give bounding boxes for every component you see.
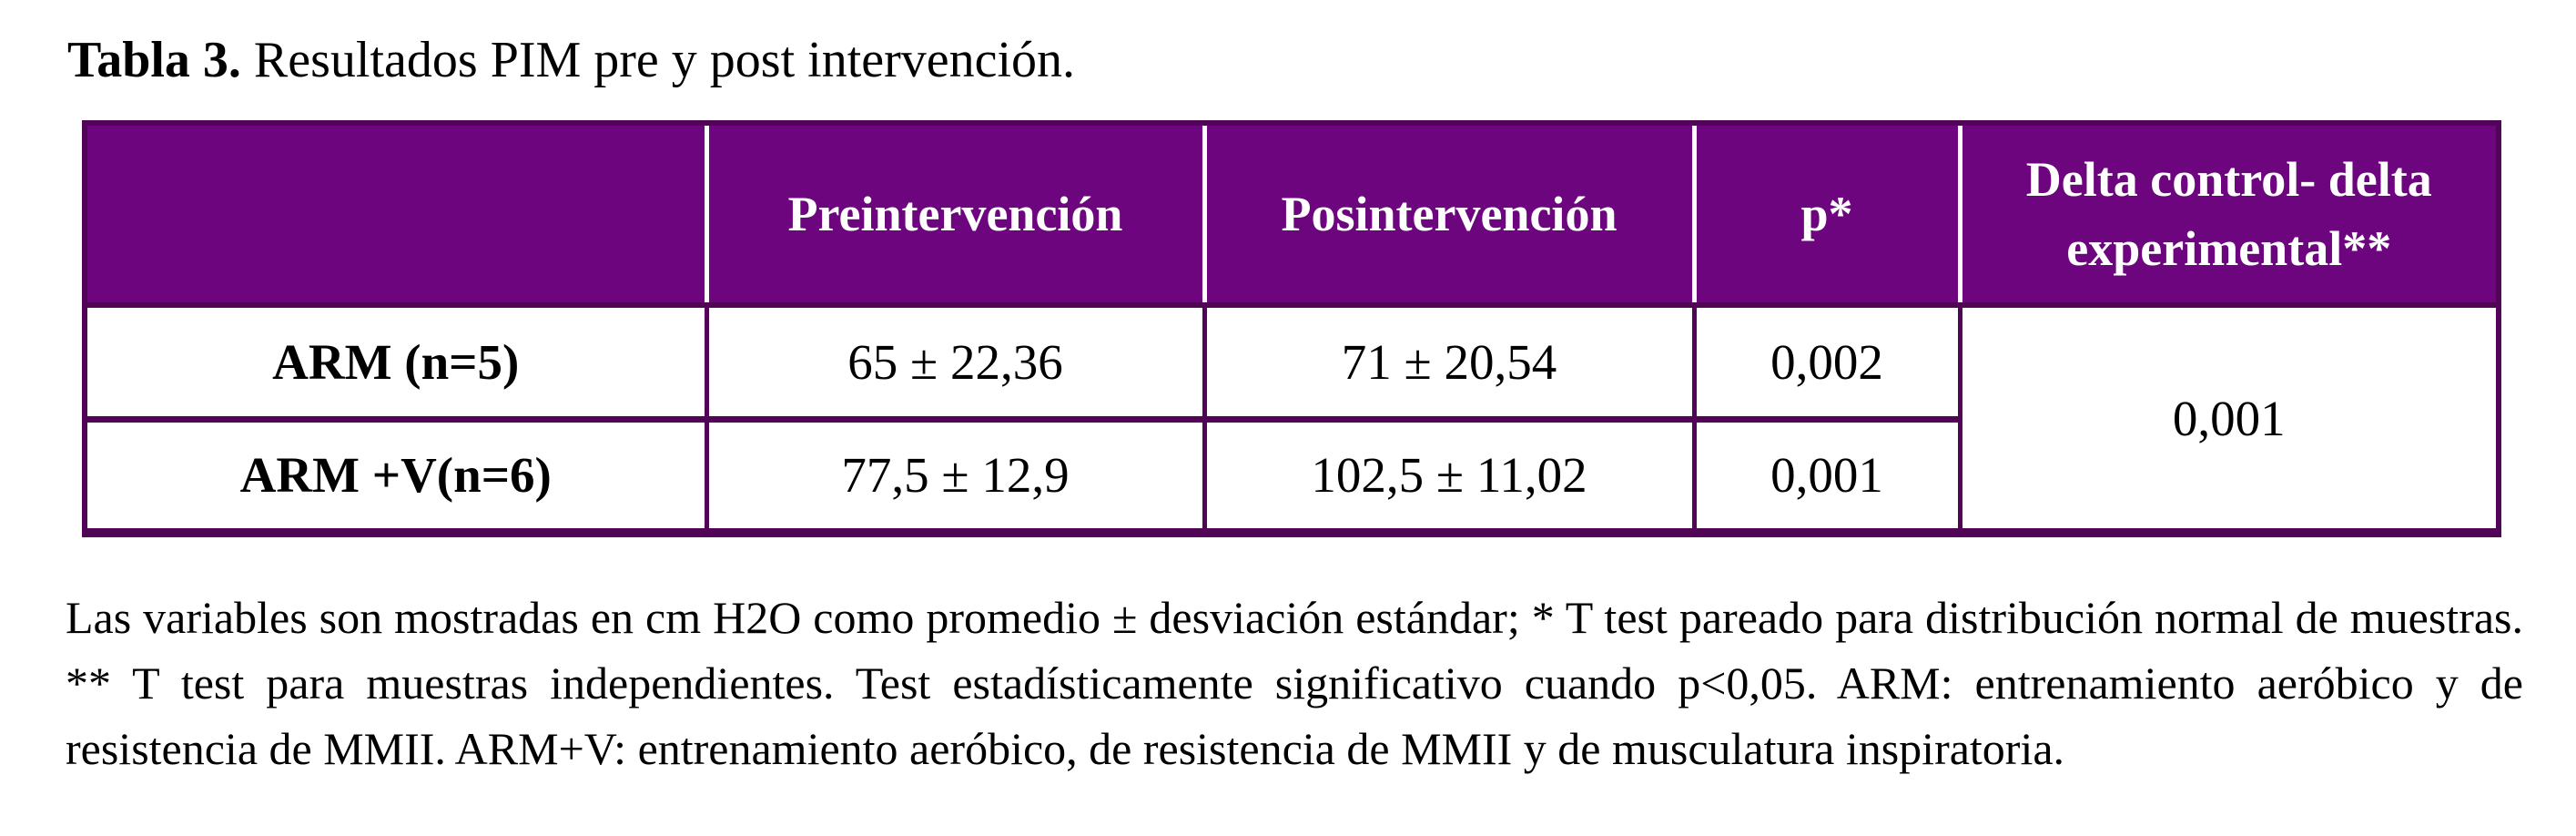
delta-merged-value: 0,001	[1957, 302, 2501, 535]
arm-pre-value: 65 ± 22,36	[704, 302, 1207, 422]
header-cell-posintervencion: Posintervención	[1202, 123, 1694, 308]
arm-v-post-value: 102,5 ± 11,02	[1202, 415, 1697, 535]
header-cell-delta: Delta control- delta experimental**	[1957, 123, 2499, 308]
table-caption-text: Resultados PIM pre y post intervención.	[240, 32, 1076, 88]
arm-v-p-value: 0,001	[1691, 415, 1962, 535]
results-table: Preintervención Posintervención p* Delta…	[82, 120, 2501, 537]
row-label-arm-v: ARM +V(n=6)	[82, 415, 709, 535]
arm-post-value: 71 ± 20,54	[1202, 302, 1697, 422]
table-row-arm: ARM (n=5) 65 ± 22,36 71 ± 20,54 0,002 0,…	[82, 302, 2501, 535]
header-row: Preintervención Posintervención p* Delta…	[85, 123, 2499, 308]
table-row-arm-v: ARM +V(n=6) 77,5 ± 12,9 102,5 ± 11,02 0,…	[82, 415, 2499, 535]
header-cell-p: p*	[1691, 123, 1960, 308]
table-footnote: Las variables son mostradas en cm H2O co…	[66, 592, 2523, 774]
row-label-arm: ARM (n=5)	[82, 302, 709, 422]
table-caption: Tabla 3. Resultados PIM pre y post inter…	[67, 31, 1075, 89]
arm-v-pre-value: 77,5 ± 12,9	[704, 415, 1207, 535]
arm-p-value: 0,002	[1691, 302, 1962, 422]
table-caption-number: Tabla 3.	[67, 32, 241, 88]
header-cell-empty	[85, 123, 706, 308]
header-cell-preintervencion: Preintervención	[704, 123, 1204, 308]
